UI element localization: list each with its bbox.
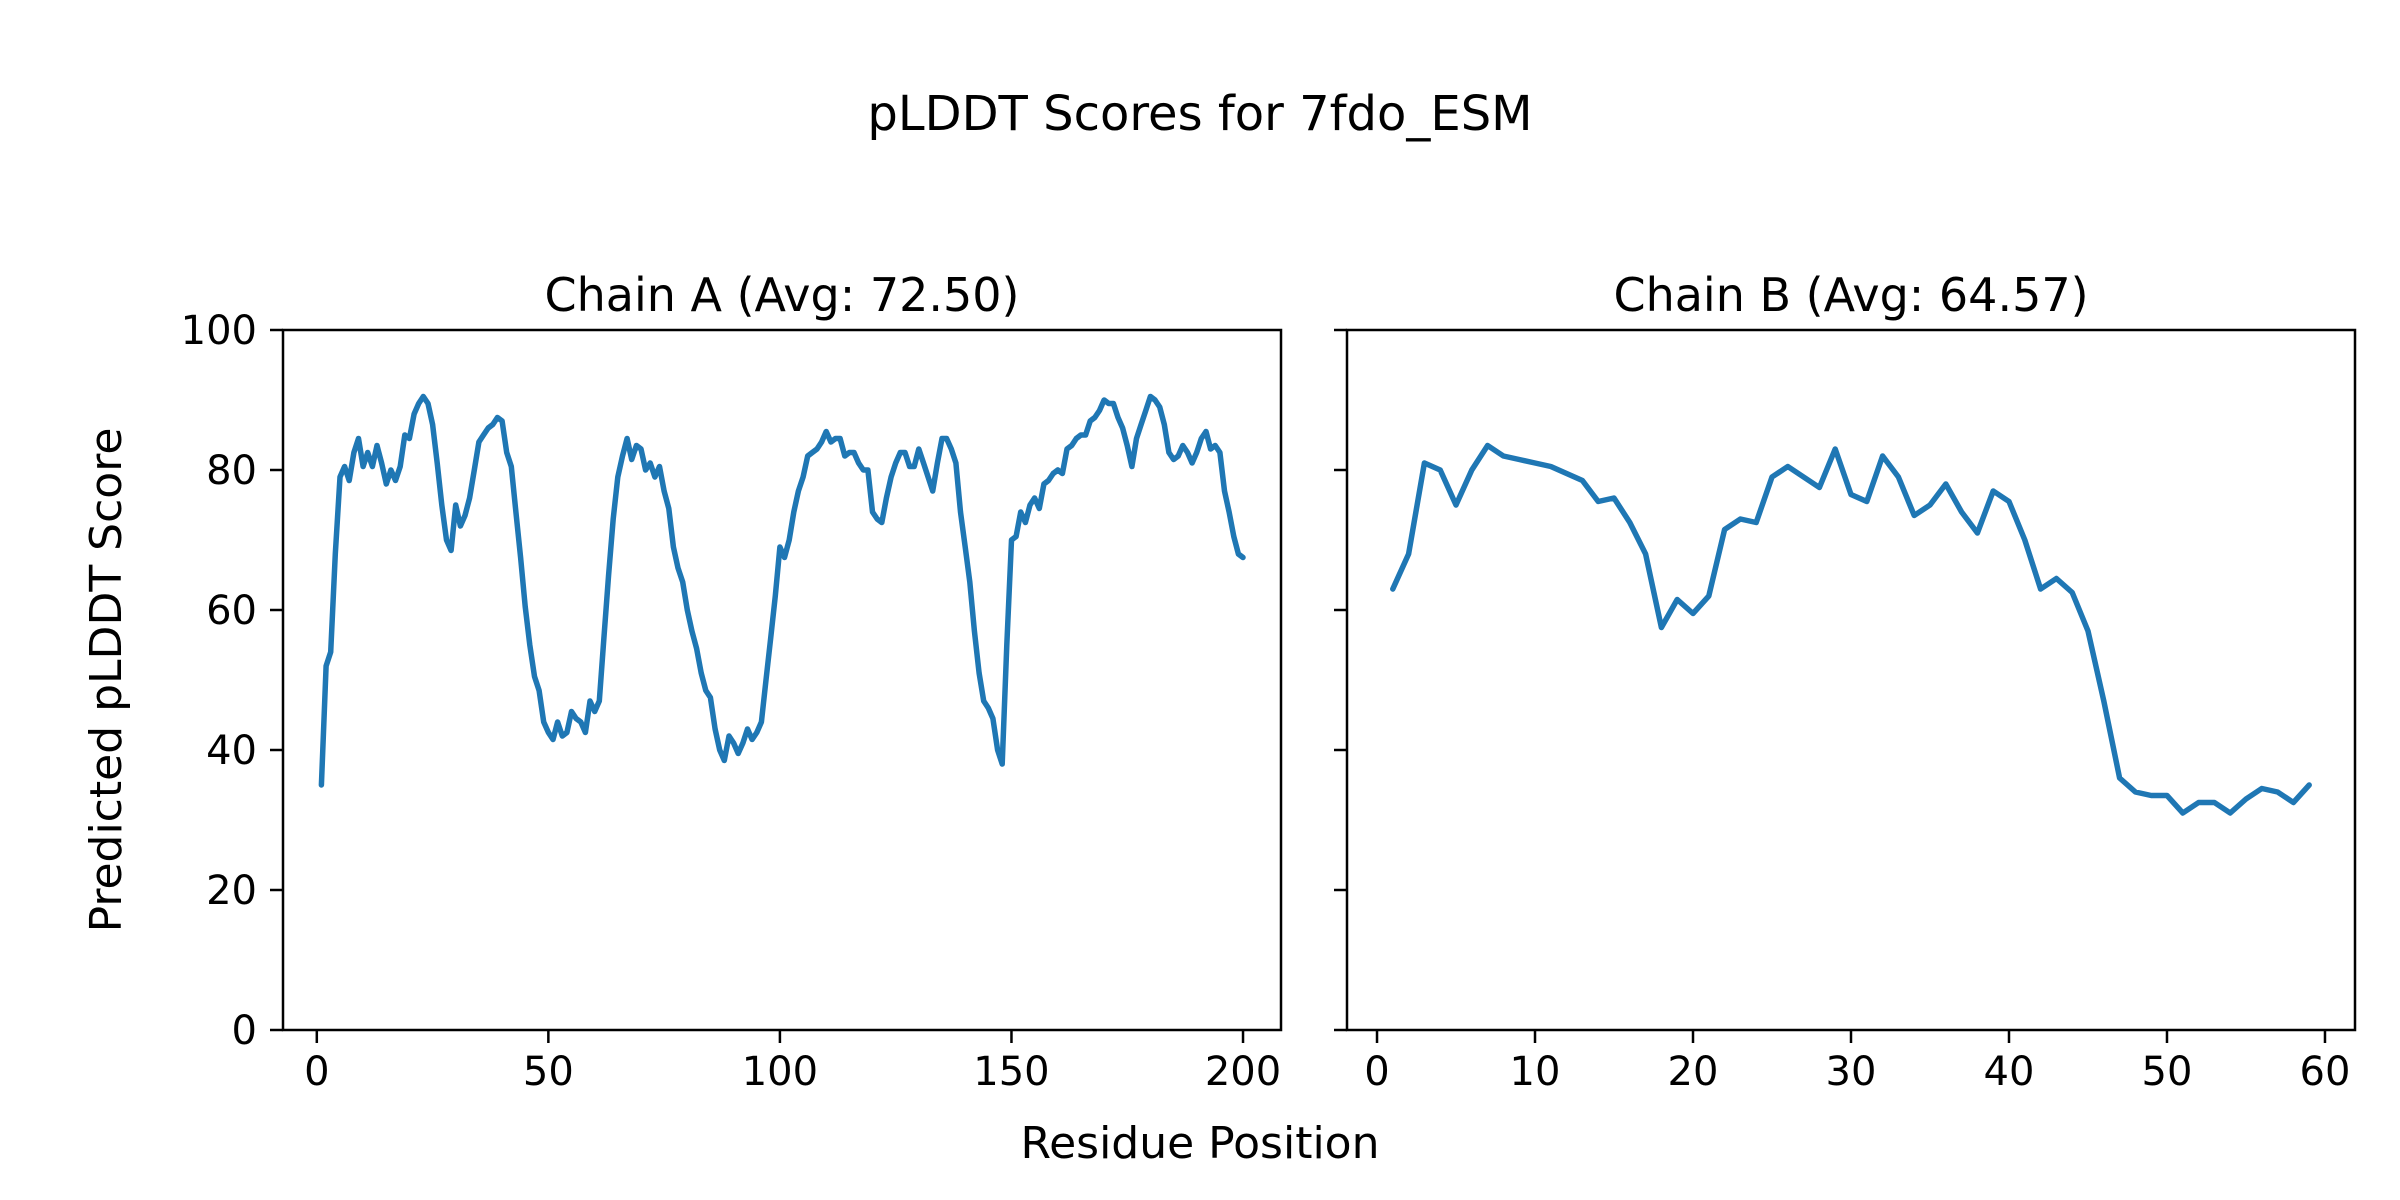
x-tick-label: 40 <box>1984 1049 2035 1095</box>
x-tick-label: 60 <box>2300 1049 2351 1095</box>
x-tick-label: 50 <box>523 1049 574 1095</box>
x-tick-label: 200 <box>1205 1049 1281 1095</box>
x-tick-label: 0 <box>1364 1049 1389 1095</box>
chain-b-title: Chain B (Avg: 64.57) <box>1613 268 2089 322</box>
x-tick-label: 30 <box>1826 1049 1877 1095</box>
x-tick-label: 0 <box>304 1049 329 1095</box>
x-tick-label: 20 <box>1668 1049 1719 1095</box>
y-tick-label: 20 <box>206 868 257 914</box>
chain-a-title: Chain A (Avg: 72.50) <box>544 268 1020 322</box>
y-tick-label: 0 <box>232 1008 257 1054</box>
x-tick-label: 10 <box>1510 1049 1561 1095</box>
x-tick-label: 150 <box>973 1049 1049 1095</box>
y-tick-label: 80 <box>206 448 257 494</box>
y-tick-label: 60 <box>206 588 257 634</box>
chain-b-plddt-line <box>1390 442 2312 816</box>
chain-a-plddt-line <box>318 393 1246 788</box>
figure-title: pLDDT Scores for 7fdo_ESM <box>867 86 1533 142</box>
chain-a-axes: 0 20 40 60 80 100 0 50 100 150 200 <box>181 308 1283 1095</box>
chain-b-axes: 0 10 20 30 40 50 60 <box>1334 328 2357 1095</box>
chain-a-spines <box>281 328 1283 1032</box>
x-tick-label: 100 <box>742 1049 818 1095</box>
x-axis-label: Residue Position <box>1020 1118 1380 1169</box>
chain-b-spines <box>1345 328 2357 1032</box>
y-tick-label: 100 <box>181 308 257 354</box>
y-tick-label: 40 <box>206 728 257 774</box>
x-tick-label: 50 <box>2142 1049 2193 1095</box>
